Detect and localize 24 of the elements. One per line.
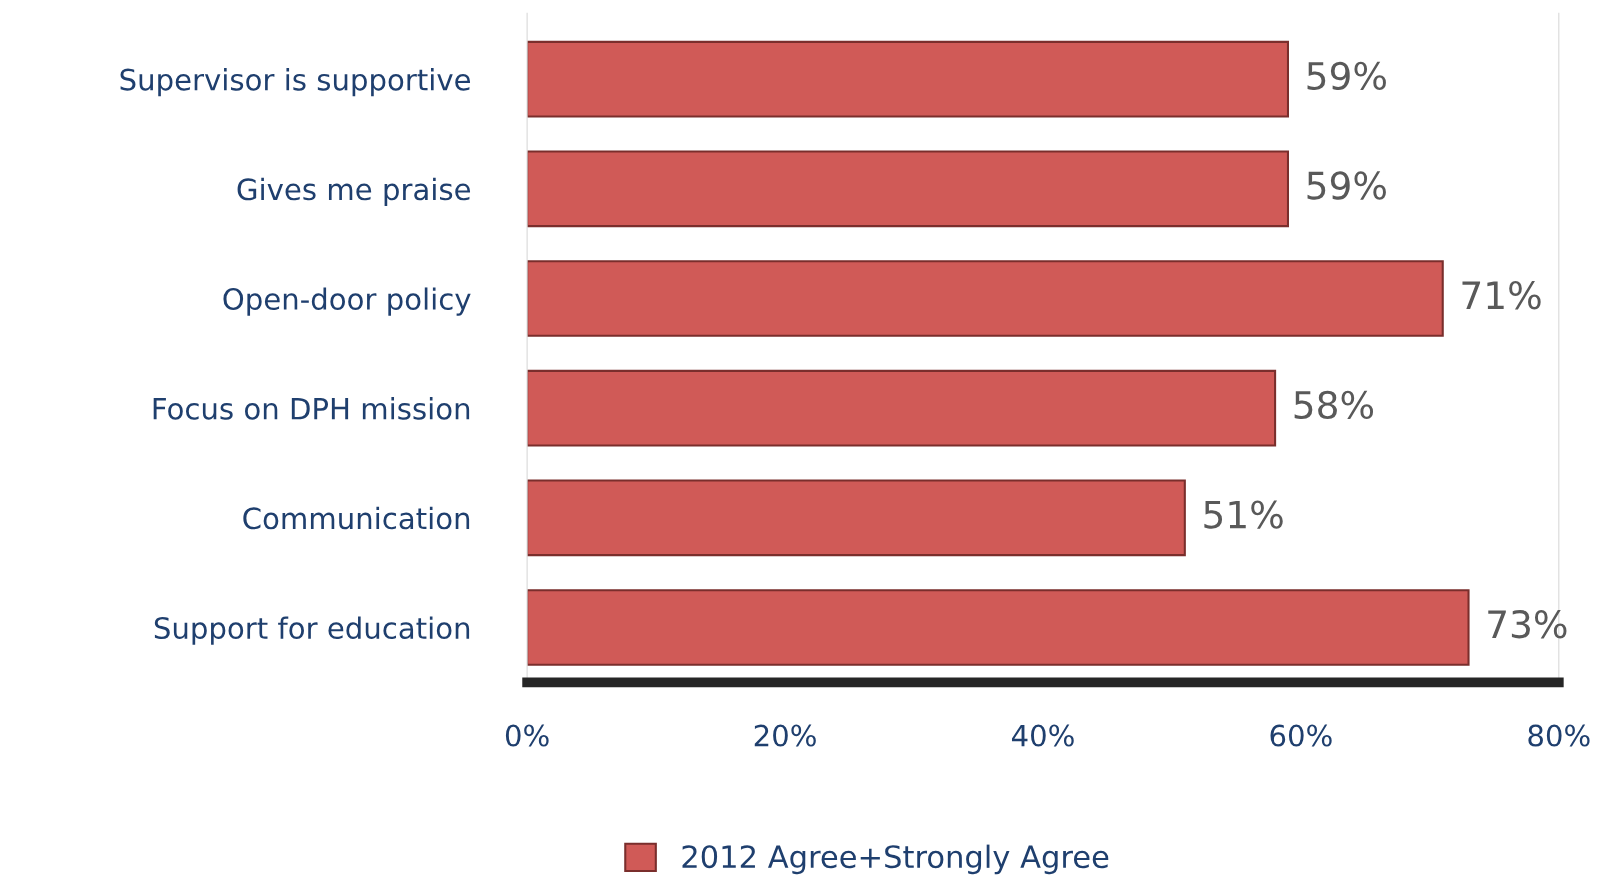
x-tick-label: 0% [505, 724, 549, 747]
data-label: 71% [1462, 281, 1541, 310]
bar [527, 260, 1444, 337]
data-label: 73% [1488, 610, 1567, 639]
y-tick-label: Open-door policy [223, 287, 471, 316]
bar [527, 589, 1470, 666]
bar [527, 150, 1290, 228]
y-tick-label: Gives me praise [237, 177, 471, 206]
bar [527, 369, 1277, 447]
x-tick-label: 60% [1270, 724, 1332, 747]
data-label: 59% [1307, 171, 1386, 200]
data-label: 58% [1294, 390, 1374, 420]
x-tick-label: 80% [1528, 724, 1590, 747]
bar [527, 479, 1186, 557]
y-tick-label: Communication [243, 506, 470, 530]
legend-label: 2012 Agree+Strongly Agree [682, 844, 1109, 875]
y-tick-label: Focus on DPH mission [153, 397, 470, 420]
y-tick-label: Support for education [154, 616, 470, 645]
x-tick-label: 20% [754, 724, 816, 747]
data-label: 59% [1307, 61, 1386, 91]
x-tick-label: 40% [1011, 724, 1074, 747]
bar [527, 40, 1290, 118]
data-label: 51% [1204, 500, 1283, 529]
y-tick-label: Supervisor is supportive [120, 68, 471, 97]
